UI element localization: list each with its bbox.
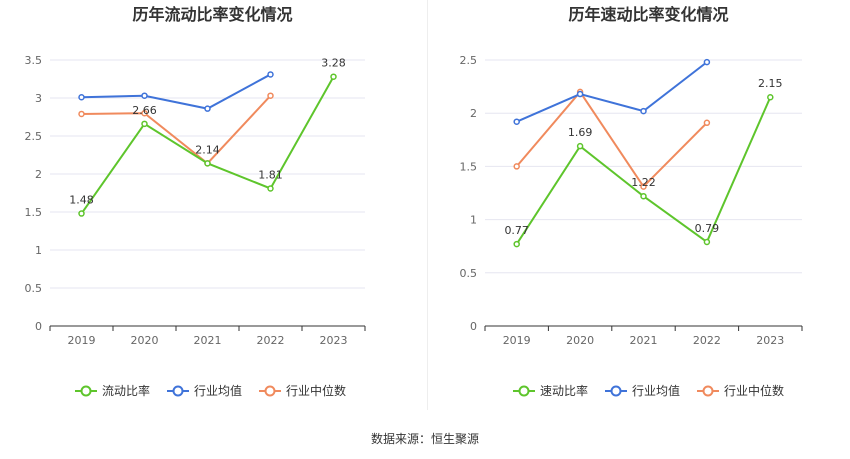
quick-y-tick-label: 1: [470, 214, 477, 227]
current-legend-industry-median: 行业中位数: [259, 383, 346, 398]
current-main-point: [330, 73, 337, 80]
current-x-tick-label: 2020: [131, 334, 159, 347]
quick-chart-title: 历年速动比率变化情况: [568, 5, 728, 24]
quick-data-label: 2.15: [758, 77, 783, 90]
quick-industry-median-point: [703, 119, 711, 127]
quick-y-tick-label: 2.5: [460, 54, 478, 67]
current-legend-marker-icon: [172, 385, 184, 397]
current-legend-marker-icon: [80, 385, 92, 397]
current-data-label: 1.81: [258, 168, 283, 181]
current-industry-mean-line: [81, 73, 271, 110]
quick-legend-main: 速动比率: [513, 383, 588, 398]
quick-x-tick-label: 2019: [503, 334, 531, 347]
quick-data-label: 0.77: [504, 224, 529, 237]
current-industry-mean-point: [267, 71, 274, 78]
quick-legend-marker-icon: [610, 385, 622, 397]
current-data-label: 3.28: [321, 57, 346, 70]
quick-data-label: 1.22: [631, 176, 656, 189]
quick-y-tick-label: 2: [470, 107, 477, 120]
current-legend-main: 流动比率: [75, 383, 150, 398]
current-legend-marker-icon: [264, 385, 276, 397]
current-x-tick-label: 2022: [257, 334, 285, 347]
quick-industry-mean-point: [513, 118, 520, 125]
quick-data-label: 1.69: [568, 126, 593, 139]
current-y-tick-label: 3: [35, 92, 42, 105]
quick-legend-marker-icon: [702, 385, 714, 397]
quick-industry-median-line: [515, 90, 708, 189]
current-legend-industry-mean: 行业均值: [167, 383, 242, 398]
current-y-tick-label: 0.5: [25, 282, 43, 295]
data-source: 数据来源：恒生聚源: [370, 432, 479, 446]
quick-industry-median-point: [640, 183, 647, 190]
quick-y-tick-label: 0.5: [460, 267, 478, 280]
quick-legend-industry-mean: 行业均值: [605, 383, 680, 398]
current-legend-label: 行业中位数: [286, 383, 346, 398]
current-industry-mean-point: [78, 93, 85, 101]
current-main-point: [141, 120, 148, 128]
current-y-tick-label: 2.5: [25, 130, 43, 143]
current-x-tick-label: 2019: [68, 334, 96, 347]
current-industry-median-point: [78, 110, 85, 118]
panel-divider: [427, 0, 428, 410]
current-industry-mean-point: [204, 105, 211, 112]
current-y-tick-label: 0: [35, 320, 42, 333]
current-industry-mean-point: [141, 92, 148, 99]
quick-legend-label: 速动比率: [540, 383, 588, 398]
current-main-point: [267, 185, 274, 192]
current-y-tick-label: 1.5: [25, 206, 43, 219]
current-legend-label: 流动比率: [102, 383, 150, 398]
current-ratio-chart: 历年流动比率变化情况 0 0.5 1 1.5 2 2.5 3 3.5 2019 2020 2021 20…: [25, 5, 366, 398]
current-industry-median-line: [81, 95, 272, 165]
current-main-point: [204, 160, 211, 167]
quick-ratio-chart: 历年速动比率变化情况 0 0.5 1 1.5 2 2.5 2019 2020 2021 2022 20…: [460, 5, 803, 398]
current-y-tick-label: 1: [35, 244, 42, 257]
current-data-label: 1.48: [69, 194, 94, 207]
quick-legend-label: 行业均值: [632, 383, 680, 398]
quick-main-point: [513, 240, 520, 248]
quick-x-tick-label: 2021: [630, 334, 658, 347]
current-y-tick-label: 3.5: [25, 54, 43, 67]
quick-industry-mean-point: [640, 107, 647, 115]
quick-industry-median-point: [513, 163, 520, 170]
current-x-tick-label: 2021: [194, 334, 222, 347]
current-main-point: [78, 210, 85, 217]
quick-industry-mean-point: [576, 90, 584, 98]
current-industry-median-point: [141, 109, 148, 117]
quick-industry-mean-line: [516, 61, 708, 123]
quick-main-line: [515, 96, 772, 245]
quick-industry-mean-point: [703, 58, 711, 66]
quick-main-point: [640, 192, 647, 200]
quick-main-point: [767, 93, 774, 101]
current-x-tick-label: 2023: [320, 334, 348, 347]
quick-legend-marker-icon: [518, 385, 530, 397]
quick-main-point: [703, 238, 711, 246]
quick-main-point: [576, 142, 584, 150]
quick-y-tick-label: 0: [470, 320, 477, 333]
current-chart-title: 历年流动比率变化情况: [132, 5, 292, 24]
quick-x-tick-label: 2023: [756, 334, 784, 347]
quick-x-tick-label: 2020: [566, 334, 594, 347]
quick-y-tick-label: 1.5: [460, 160, 478, 173]
quick-data-label: 0.79: [695, 222, 720, 235]
current-legend-label: 行业均值: [194, 383, 242, 398]
current-y-tick-label: 2: [35, 168, 42, 181]
current-data-label: 2.66: [132, 104, 157, 117]
current-data-label: 2.14: [195, 143, 220, 156]
quick-legend-industry-median: 行业中位数: [697, 383, 784, 398]
current-industry-median-point: [267, 92, 274, 99]
quick-legend-label: 行业中位数: [724, 383, 784, 398]
quick-x-tick-label: 2022: [693, 334, 721, 347]
